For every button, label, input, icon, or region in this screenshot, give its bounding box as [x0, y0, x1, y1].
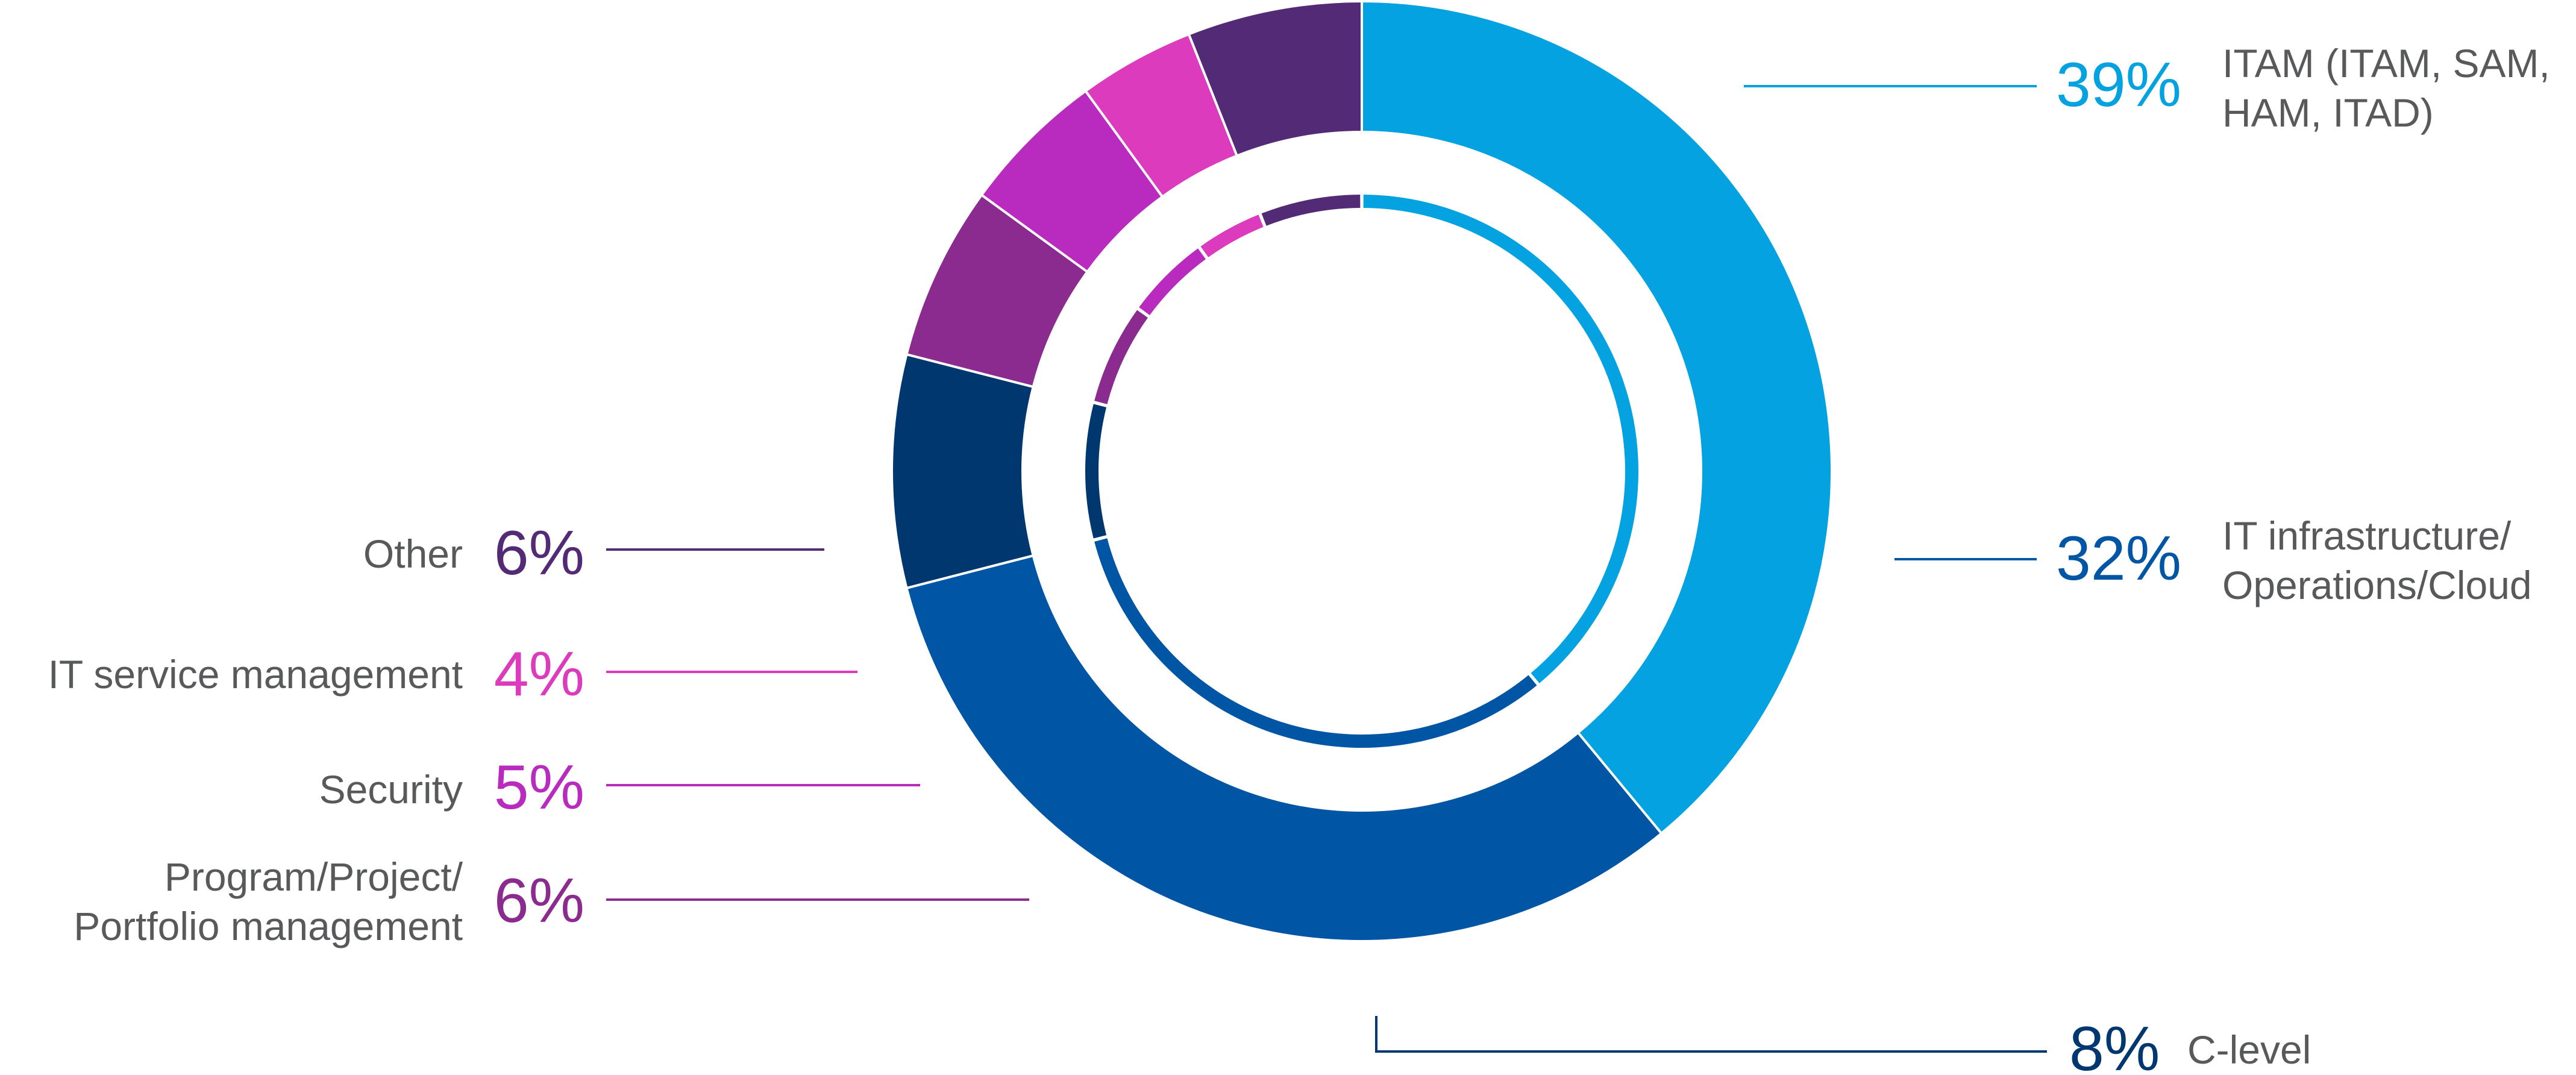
inner-arc-it-service-management — [1200, 215, 1264, 257]
inner-arc-c-level — [1085, 404, 1107, 539]
inner-arc-security — [1139, 248, 1206, 316]
inner-ring — [1085, 195, 1638, 748]
category-label-c-level: C-level — [2187, 1027, 2311, 1072]
category-label-other: Other — [363, 531, 463, 576]
inner-arc-other — [1261, 195, 1361, 226]
leader-lines — [606, 85, 2047, 1053]
slice-labels: 39% ITAM (ITAM, SAM, HAM, ITAD) 32% IT infra… — [48, 41, 2550, 1075]
category-label-itam-itam-sam-ham-itad: ITAM (ITAM, SAM, HAM, ITAD) — [2222, 41, 2550, 135]
slice-it-infrastructure-operations-cloud — [905, 554, 1664, 942]
category-label-security: Security — [319, 767, 463, 812]
percent-label-itam-itam-sam-ham-itad: 39% — [2056, 50, 2181, 120]
percent-label-c-level: 8% — [2069, 1014, 2160, 1075]
inner-arc-itam-itam-sam-ham-itad — [1363, 195, 1638, 683]
percent-label-it-service-management: 4% — [494, 639, 584, 709]
slice-c-level — [891, 353, 1035, 590]
percent-label-it-infrastructure-operations-cloud: 32% — [2056, 524, 2181, 594]
slice-itam-itam-sam-ham-itad — [1361, 0, 1833, 835]
inner-arc-it-infrastructure-operations-cloud — [1094, 538, 1537, 748]
percent-label-security: 5% — [494, 753, 584, 823]
inner-arc-program-project-portfolio-management — [1094, 310, 1148, 404]
outer-ring — [891, 0, 1833, 942]
slice-other — [1187, 0, 1363, 158]
category-label-program-project-portfolio-management: Program/Project/Portfolio management — [74, 854, 463, 948]
percent-label-other: 6% — [494, 518, 584, 588]
leader-line-c-level — [1375, 1016, 2047, 1053]
percent-label-program-project-portfolio-management: 6% — [494, 866, 584, 936]
category-label-it-service-management: IT service management — [48, 652, 463, 697]
category-label-it-infrastructure-operations-cloud: IT infrastructure/Operations/Cloud — [2222, 513, 2532, 607]
